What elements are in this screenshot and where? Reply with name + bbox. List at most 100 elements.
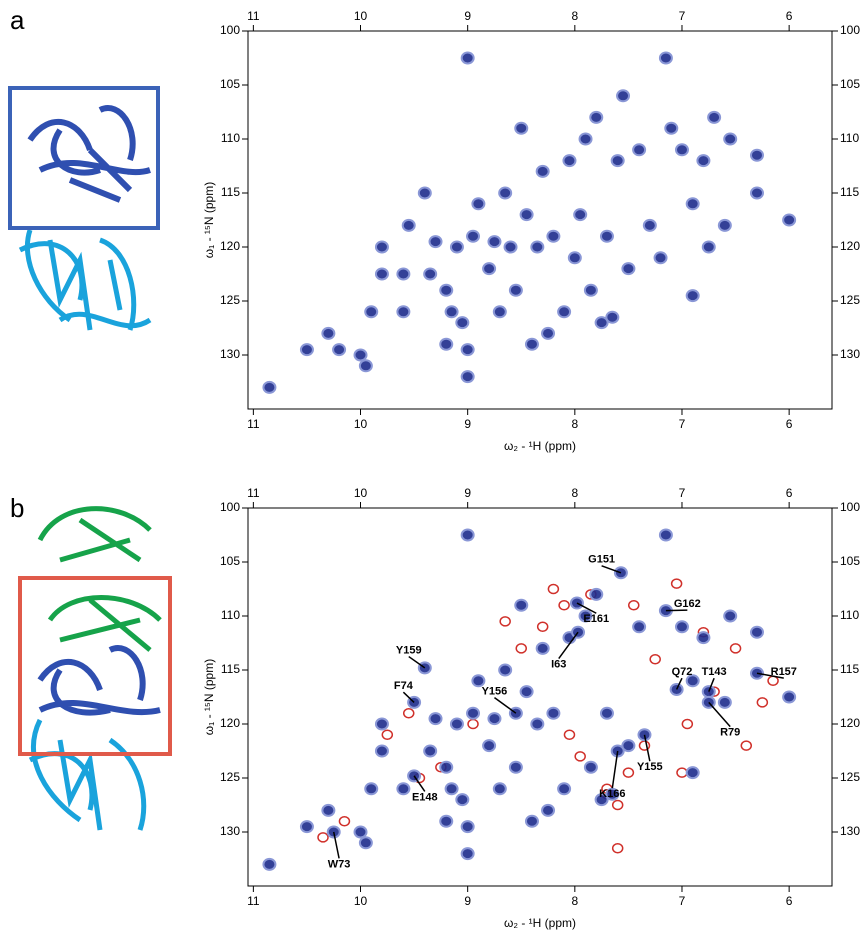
peak [557, 305, 572, 319]
peak [681, 718, 694, 730]
peak [622, 767, 635, 778]
peak [723, 609, 738, 623]
y-tick-label-right: 110 [840, 608, 859, 622]
peak [594, 793, 609, 807]
peak [611, 842, 624, 854]
peak [519, 685, 534, 699]
peak [332, 343, 347, 357]
plot-frame [247, 30, 833, 410]
annotation-leader [708, 677, 715, 692]
peak [685, 766, 700, 780]
annotation-leader [576, 602, 597, 614]
peak [546, 229, 561, 243]
x-tick-label: 9 [464, 417, 471, 431]
x-tick-label-top: 7 [679, 486, 686, 500]
y-tick-label-right: 125 [840, 770, 860, 784]
plot-frame [247, 507, 833, 887]
y-tick-label: 115 [221, 185, 240, 199]
annotation: Y155 [637, 761, 663, 773]
peak [632, 620, 647, 634]
x-tick-label-top: 10 [354, 9, 368, 23]
peak [460, 370, 475, 384]
y-tick-label: 105 [220, 77, 240, 91]
peak [685, 674, 700, 688]
peak [524, 337, 539, 351]
peak [353, 825, 368, 839]
peak [449, 717, 464, 731]
peak [616, 89, 631, 103]
peak [685, 289, 700, 303]
peak [676, 767, 688, 778]
x-tick-label: 11 [247, 417, 260, 431]
y-tick-label: 100 [220, 500, 240, 514]
peak [578, 609, 593, 623]
x-tick-label: 9 [464, 894, 471, 908]
annotation-leader [708, 701, 731, 728]
y-tick-label-right: 115 [840, 185, 859, 199]
peak [487, 235, 502, 249]
peak [535, 164, 550, 178]
peak [364, 305, 379, 319]
peak [460, 528, 475, 542]
y-tick-label-right: 120 [840, 239, 860, 253]
annotation: G162 [674, 598, 701, 610]
peak [444, 782, 459, 796]
x-tick-label-top: 8 [571, 486, 578, 500]
peak [674, 620, 689, 634]
y-tick-label: 130 [220, 824, 240, 838]
peak [605, 787, 620, 801]
peak [664, 121, 679, 135]
x-tick-label-top: 10 [354, 486, 368, 500]
peak [557, 782, 572, 796]
x-tick-label-top: 9 [464, 486, 471, 500]
x-axis-label: ω₂ - ¹H (ppm) [504, 439, 576, 453]
peak [562, 154, 577, 168]
annotation: E148 [412, 791, 438, 803]
y-tick-label: 100 [220, 23, 240, 37]
y-tick-label: 125 [220, 770, 240, 784]
x-tick-label: 10 [354, 417, 368, 431]
peak [401, 218, 416, 232]
peak [547, 583, 560, 595]
y-tick-label: 110 [221, 608, 240, 622]
y-tick-label-right: 130 [840, 824, 860, 838]
x-tick-label: 11 [247, 894, 260, 908]
peak [701, 240, 716, 254]
peak [658, 51, 673, 65]
peak [535, 641, 550, 655]
peak [499, 616, 511, 627]
peak [610, 154, 625, 168]
annotation-leader [494, 696, 517, 714]
annotation-leader [675, 677, 683, 690]
peak [439, 760, 454, 774]
peak [574, 751, 586, 762]
x-tick-label-top: 6 [786, 9, 793, 23]
peak [558, 599, 570, 611]
panel-label: a [10, 5, 25, 35]
peak [374, 717, 389, 731]
peak [696, 154, 711, 168]
peak [358, 836, 373, 850]
annotation-leader [558, 631, 579, 660]
peak [439, 337, 454, 351]
peak [674, 143, 689, 157]
y-tick-label: 120 [220, 716, 240, 730]
peak [396, 782, 411, 796]
peak [423, 267, 438, 281]
peak [749, 148, 764, 162]
x-tick-label-top: 11 [247, 486, 260, 500]
x-tick-label: 8 [571, 894, 578, 908]
peak [317, 832, 329, 843]
peak [321, 803, 336, 817]
x-tick-label: 7 [679, 417, 686, 431]
panel-label: b [10, 493, 24, 523]
annotation: G151 [588, 554, 615, 566]
x-tick-label: 6 [786, 417, 793, 431]
peak [707, 110, 722, 124]
peak [482, 262, 497, 276]
peak [583, 283, 598, 297]
annotation: R79 [720, 727, 740, 739]
annotation: Y159 [396, 644, 422, 656]
peak [417, 186, 432, 200]
